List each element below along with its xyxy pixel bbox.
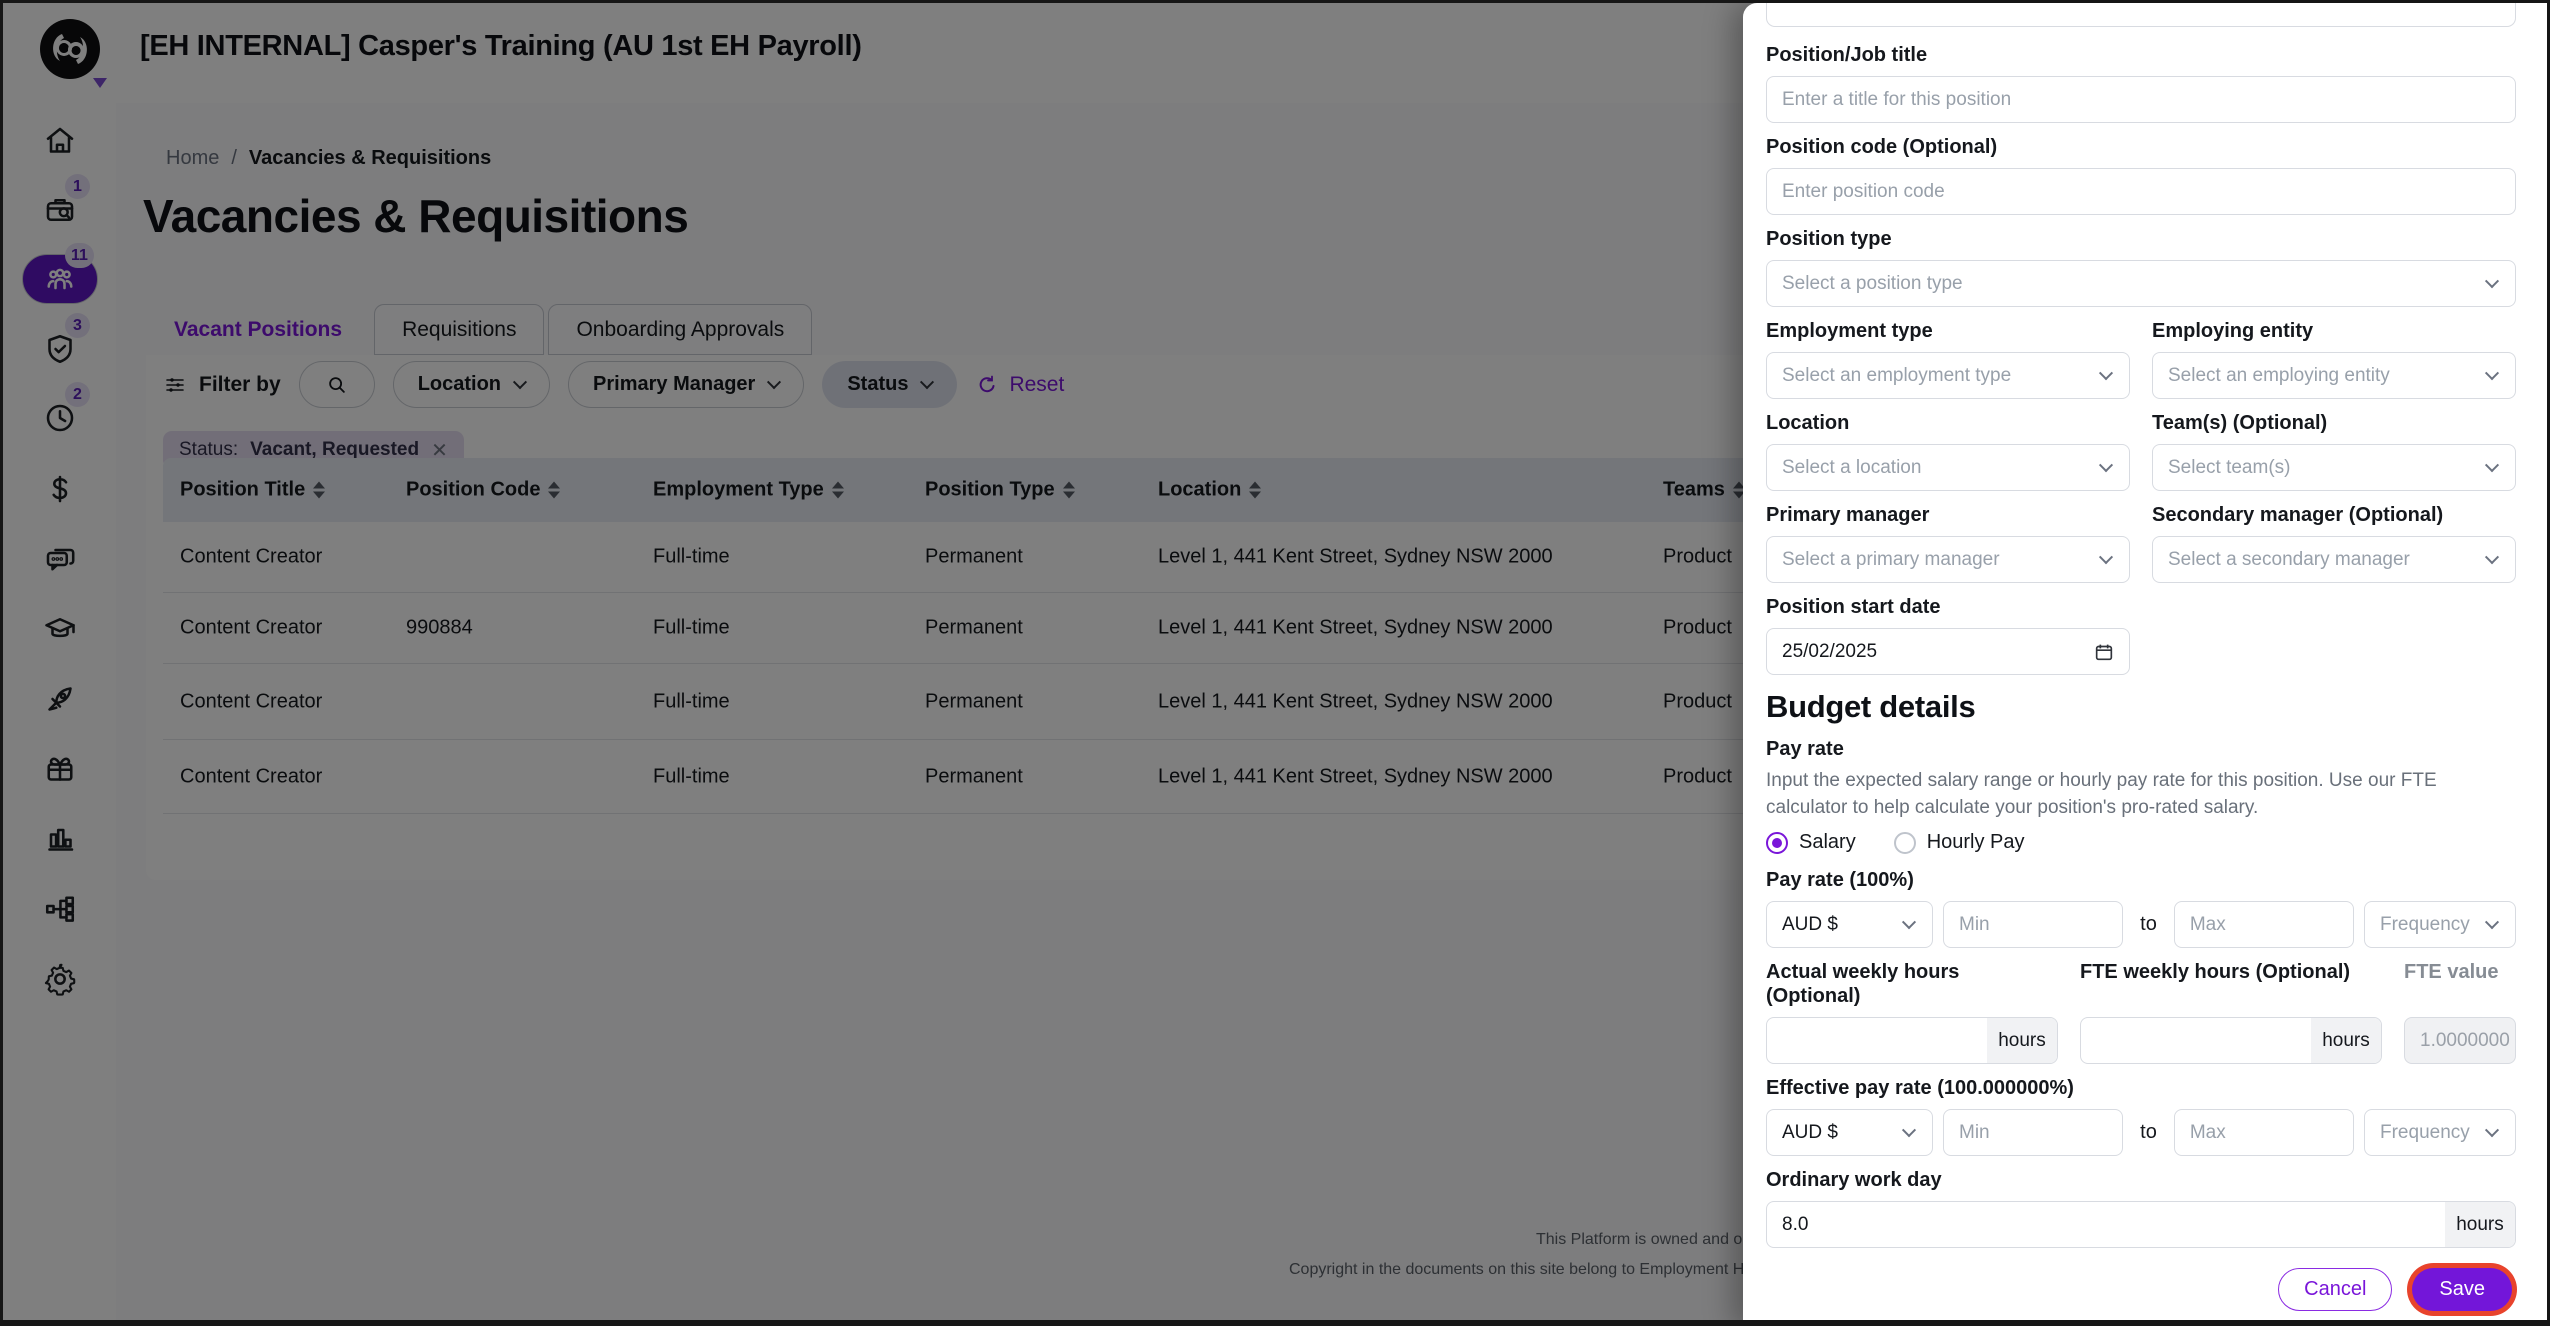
- location-select[interactable]: Select a location: [1766, 444, 2130, 491]
- position-code-label: Position code (Optional): [1766, 136, 1998, 158]
- location-label: Location: [1766, 412, 1850, 434]
- chevron-down-icon: [2484, 1122, 2500, 1137]
- hours-suffix: hours: [2445, 1202, 2515, 1247]
- location-placeholder: Select a location: [1782, 456, 1922, 478]
- pay-max-input[interactable]: Max: [2173, 901, 2354, 948]
- fte-hours-input[interactable]: hours: [2080, 1017, 2382, 1064]
- panel-actions: Cancel Save: [1766, 1254, 2516, 1311]
- hours-labels-row: Actual weekly hours (Optional) FTE weekl…: [1766, 948, 2516, 1008]
- chevron-down-icon: [2484, 273, 2500, 288]
- clipped-input[interactable]: [1766, 3, 2516, 27]
- position-type-select[interactable]: Select a position type: [1766, 260, 2516, 307]
- frequency-placeholder: Frequency: [2380, 1121, 2470, 1143]
- ordinary-workday-input[interactable]: 8.0 hours: [1766, 1201, 2516, 1248]
- pay-min-input[interactable]: Min: [1943, 901, 2124, 948]
- cancel-button[interactable]: Cancel: [2278, 1268, 2393, 1311]
- employment-type-select[interactable]: Select an employment type: [1766, 352, 2130, 399]
- employing-entity-label: Employing entity: [2152, 320, 2314, 342]
- start-date-label: Position start date: [1766, 596, 1941, 618]
- actual-hours-label: Actual weekly hours (Optional): [1766, 961, 1960, 1007]
- pay-frequency-select[interactable]: Frequency: [2364, 901, 2516, 948]
- chevron-down-icon: [1901, 914, 1917, 929]
- pay-rate-type-radios: Salary Hourly Pay: [1766, 831, 2516, 854]
- position-title-label: Position/Job title: [1766, 44, 1928, 66]
- start-date-input[interactable]: 25/02/2025: [1766, 628, 2130, 675]
- fte-value-label: FTE value: [2404, 961, 2499, 983]
- chevron-down-icon: [2484, 914, 2500, 929]
- position-type-placeholder: Select a position type: [1782, 272, 1963, 294]
- actual-hours-input[interactable]: hours: [1766, 1017, 2058, 1064]
- chevron-down-icon: [1901, 1122, 1917, 1137]
- fte-hours-label: FTE weekly hours (Optional): [2080, 961, 2351, 983]
- radio-salary-label: Salary: [1799, 831, 1856, 853]
- pay-rate-100-label: Pay rate (100%): [1766, 869, 1914, 891]
- save-button[interactable]: Save: [2412, 1268, 2512, 1311]
- hours-suffix: hours: [1987, 1018, 2057, 1063]
- chevron-down-icon: [2484, 365, 2500, 380]
- effective-max-input[interactable]: Max: [2173, 1109, 2354, 1156]
- radio-salary[interactable]: Salary: [1766, 831, 1856, 854]
- currency-value: AUD $: [1782, 1121, 1838, 1143]
- teams-placeholder: Select team(s): [2168, 456, 2291, 478]
- budget-details-heading: Budget details: [1766, 689, 1976, 724]
- primary-manager-label: Primary manager: [1766, 504, 1930, 526]
- chevron-down-icon: [2484, 549, 2500, 564]
- pay-currency-select[interactable]: AUD $: [1766, 901, 1933, 948]
- primary-manager-placeholder: Select a primary manager: [1782, 548, 2000, 570]
- employment-type-label: Employment type: [1766, 320, 1933, 342]
- effective-frequency-select[interactable]: Frequency: [2364, 1109, 2516, 1156]
- teams-label: Team(s) (Optional): [2152, 412, 2328, 434]
- primary-manager-select[interactable]: Select a primary manager: [1766, 536, 2130, 583]
- frequency-placeholder: Frequency: [2380, 913, 2470, 935]
- pay-rate-label: Pay rate: [1766, 738, 1844, 760]
- effective-min-input[interactable]: Min: [1943, 1109, 2124, 1156]
- effective-currency-select[interactable]: AUD $: [1766, 1109, 1933, 1156]
- chevron-down-icon: [2484, 457, 2500, 472]
- effective-pay-rate-row: AUD $ Min to Max Frequency: [1766, 1100, 2516, 1156]
- ordinary-workday-label: Ordinary work day: [1766, 1169, 1942, 1191]
- chevron-down-icon: [2098, 365, 2114, 380]
- radio-hourly-pay[interactable]: Hourly Pay: [1893, 831, 2025, 854]
- secondary-manager-placeholder: Select a secondary manager: [2168, 548, 2410, 570]
- to-label: to: [2140, 913, 2157, 935]
- position-title-input[interactable]: Enter a title for this position: [1766, 76, 2516, 123]
- position-type-label: Position type: [1766, 228, 1892, 250]
- start-date-value: 25/02/2025: [1782, 640, 1878, 662]
- fte-value-input: 1.0000000: [2404, 1017, 2516, 1064]
- radio-selected-icon: [1766, 831, 1788, 854]
- employing-entity-placeholder: Select an employing entity: [2168, 364, 2390, 386]
- workday-value: 8.0: [1782, 1213, 1809, 1235]
- radio-unselected-icon: [1893, 831, 1916, 854]
- chevron-down-icon: [2098, 457, 2114, 472]
- currency-value: AUD $: [1782, 913, 1838, 935]
- position-code-input[interactable]: Enter position code: [1766, 168, 2516, 215]
- employment-type-placeholder: Select an employment type: [1782, 364, 2012, 386]
- secondary-manager-select[interactable]: Select a secondary manager: [2152, 536, 2516, 583]
- hours-suffix: hours: [2311, 1018, 2381, 1063]
- secondary-manager-label: Secondary manager (Optional): [2152, 504, 2444, 526]
- chevron-down-icon: [2098, 549, 2114, 564]
- to-label: to: [2140, 1121, 2157, 1143]
- create-position-panel: Position/Job title Enter a title for thi…: [1743, 3, 2547, 1320]
- teams-select[interactable]: Select team(s): [2152, 444, 2516, 491]
- pay-rate-row: AUD $ Min to Max Frequency: [1766, 892, 2516, 948]
- effective-pay-rate-label: Effective pay rate (100.000000%): [1766, 1077, 2074, 1099]
- calendar-icon: [2095, 644, 2113, 661]
- hours-inputs-row: hours hours 1.0000000: [1766, 1008, 2516, 1064]
- pay-rate-description: Input the expected salary range or hourl…: [1766, 770, 2437, 818]
- employing-entity-select[interactable]: Select an employing entity: [2152, 352, 2516, 399]
- radio-hourly-label: Hourly Pay: [1926, 831, 2025, 853]
